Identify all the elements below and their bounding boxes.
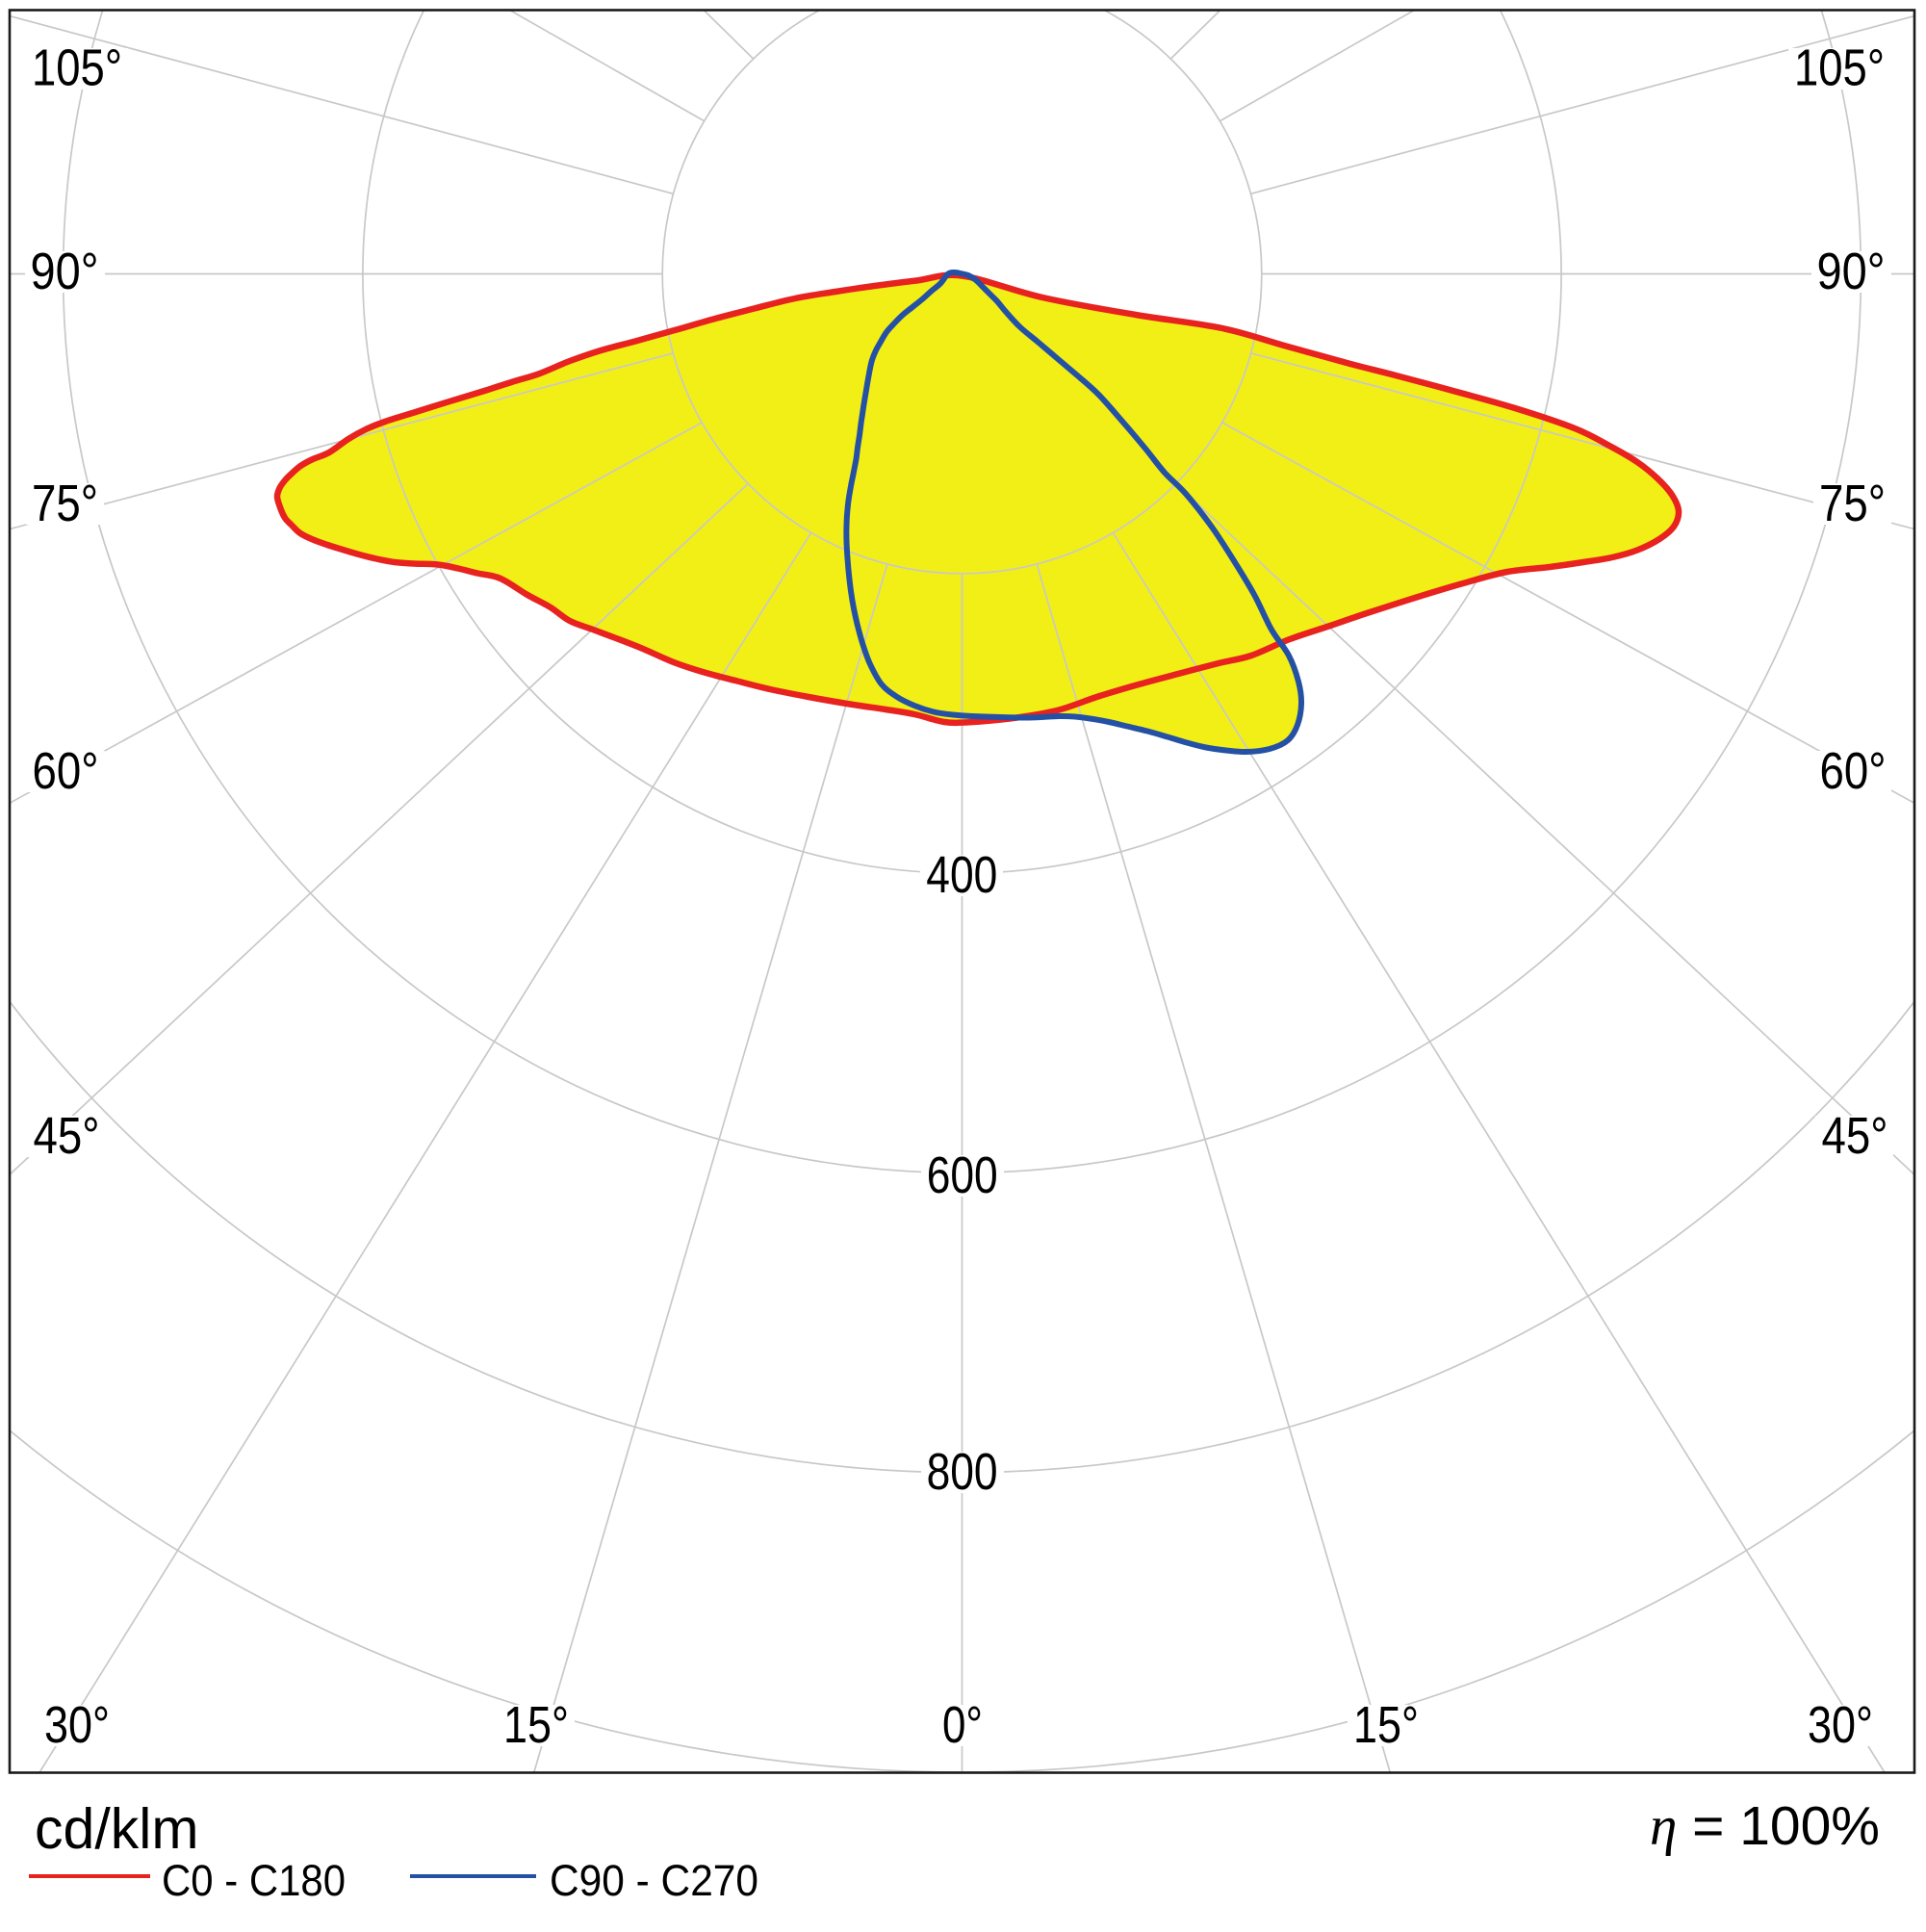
svg-text:15°: 15° — [503, 1696, 569, 1754]
svg-text:C0 - C180: C0 - C180 — [162, 1856, 346, 1905]
svg-text:0°: 0° — [942, 1696, 983, 1754]
svg-text:η = 100%: η = 100% — [1650, 1795, 1880, 1857]
svg-text:60°: 60° — [1820, 742, 1887, 800]
svg-text:75°: 75° — [1819, 475, 1886, 532]
svg-text:75°: 75° — [32, 475, 98, 532]
svg-text:800: 800 — [927, 1443, 998, 1501]
svg-text:60°: 60° — [33, 742, 99, 800]
svg-text:90°: 90° — [1817, 243, 1886, 300]
svg-text:400: 400 — [926, 846, 997, 904]
svg-text:45°: 45° — [1822, 1107, 1888, 1165]
svg-text:105°: 105° — [1794, 39, 1885, 97]
svg-text:15°: 15° — [1353, 1696, 1419, 1754]
svg-text:30°: 30° — [1808, 1696, 1873, 1754]
svg-text:90°: 90° — [31, 243, 99, 300]
svg-text:cd/klm: cd/klm — [35, 1797, 198, 1861]
svg-text:45°: 45° — [34, 1107, 100, 1165]
svg-text:30°: 30° — [44, 1696, 110, 1754]
svg-text:105°: 105° — [32, 39, 122, 97]
svg-text:C90 - C270: C90 - C270 — [550, 1856, 758, 1905]
svg-text:600: 600 — [927, 1146, 998, 1204]
